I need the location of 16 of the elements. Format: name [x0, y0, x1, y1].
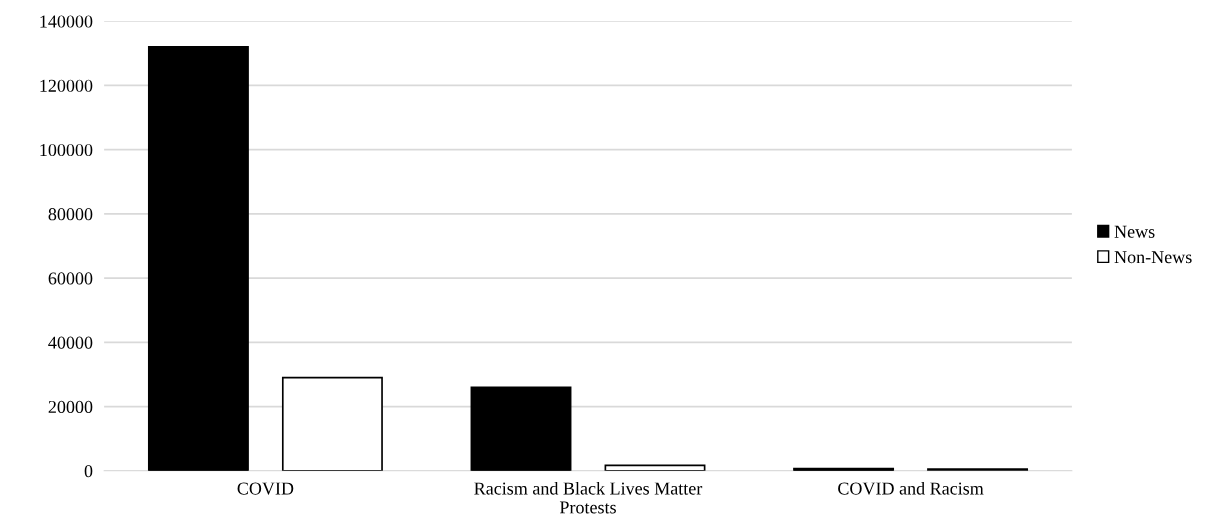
y-tick-label: 40000	[48, 336, 93, 349]
y-tick-label: 100000	[40, 143, 93, 157]
y-tick-label: 60000	[48, 272, 93, 285]
bar	[147, 46, 249, 471]
y-tick-label: 140000	[40, 15, 93, 28]
legend-label: Non-News	[1114, 251, 1192, 264]
x-tick-label: COVID	[237, 482, 294, 495]
y-tick-label: 20000	[48, 400, 93, 414]
y-tick-label: 80000	[48, 208, 93, 221]
legend-label: News	[1114, 225, 1155, 238]
x-tick-label: COVID and Racism	[838, 481, 984, 495]
bar	[281, 376, 383, 471]
x-tick-label: Racism and Black Lives Matter Protests	[474, 481, 703, 514]
y-tick-label: 120000	[40, 79, 93, 92]
bar	[470, 386, 572, 471]
y-tick-label: 0	[84, 465, 93, 478]
